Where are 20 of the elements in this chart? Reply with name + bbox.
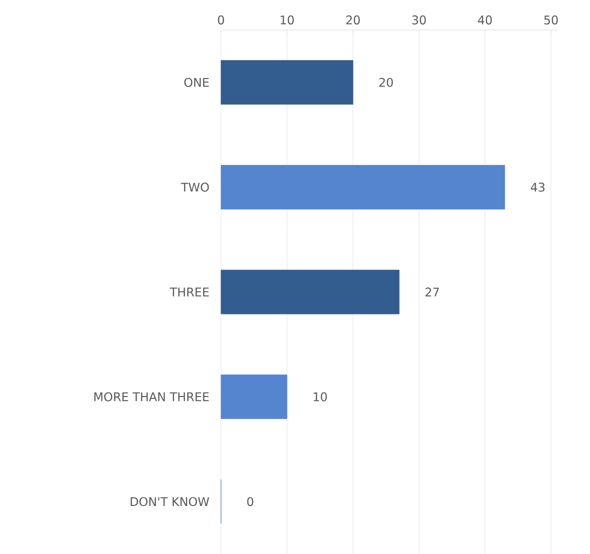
data-label: 20 [379, 78, 393, 87]
y-tick-label: THREE [170, 288, 209, 296]
y-tick-label: TWO [180, 182, 209, 192]
y-tick-label: ONE [184, 78, 209, 87]
y-tick-label: DON'T KNOW [130, 497, 210, 506]
data-label: 0 [247, 497, 254, 506]
x-tick-label: 20 [346, 15, 360, 24]
data-label: 43 [530, 182, 544, 192]
x-tick-label: 50 [544, 15, 558, 24]
bar [220, 270, 400, 314]
bar [220, 164, 505, 210]
y-tick-label: MORE THAN THREE [94, 392, 209, 402]
data-label: 10 [314, 392, 327, 402]
bar [220, 60, 354, 105]
x-tick-label: 0 [218, 15, 224, 24]
bar [220, 374, 288, 419]
x-tick-label: 10 [280, 15, 294, 24]
data-label: 27 [426, 288, 439, 296]
x-tick-label: 40 [478, 15, 492, 24]
x-tick-label: 30 [412, 15, 426, 24]
